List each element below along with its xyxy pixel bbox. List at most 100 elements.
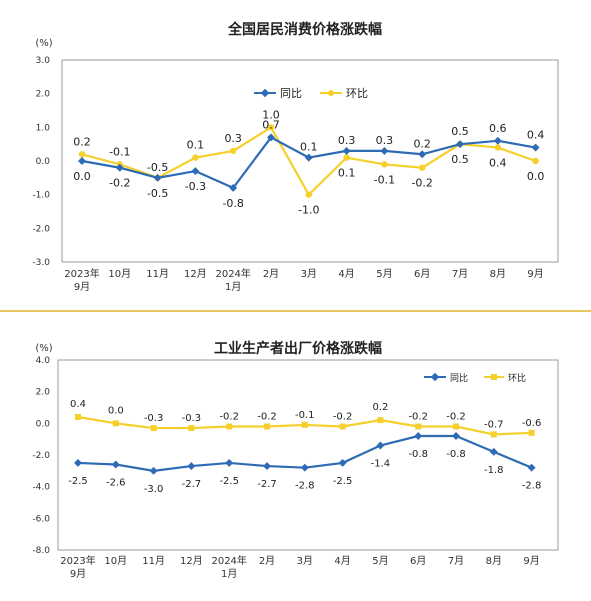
cpi-yoy-point — [531, 143, 540, 152]
ppi-yoy-data-label: -2.7 — [182, 479, 202, 490]
ppi-mom-point — [528, 429, 535, 436]
cpi-mom-data-label: 0.3 — [224, 132, 242, 145]
ppi-ytick-label: 4.0 — [36, 356, 51, 366]
ppi-yoy-data-label: -1.4 — [371, 459, 391, 470]
ppi-yoy-point — [376, 441, 385, 450]
cpi-mom-point — [78, 151, 86, 158]
cpi-ytick-label: 2.0 — [36, 90, 51, 100]
cpi-yoy-point — [493, 136, 502, 145]
cpi-xtick-label: 2月 — [263, 268, 279, 280]
ppi-yoy-data-label: -2.5 — [68, 476, 88, 487]
ppi-mom-data-label: -0.2 — [333, 412, 353, 423]
ppi-unit-label: (%) — [35, 343, 52, 354]
ppi-yoy-point — [187, 462, 196, 471]
cpi-yoy-data-label: 0.5 — [451, 125, 469, 138]
cpi-xtick-label: 9月 — [527, 268, 543, 280]
ppi-xtick-label: 9月 — [523, 555, 539, 567]
ppi-yoy-data-label: -2.5 — [333, 476, 353, 487]
cpi-yoy-data-label: 0.3 — [376, 134, 394, 147]
ppi-ytick-label: -8.0 — [32, 546, 50, 556]
ppi-xtick-label: 12月 — [180, 555, 203, 567]
cpi-ytick-label: -3.0 — [32, 258, 50, 268]
ppi-mom-data-label: -0.2 — [219, 412, 239, 423]
cpi-xtick-label: 5月 — [376, 268, 392, 280]
ppi-xtick-label: 2023年 9月 — [60, 554, 95, 580]
cpi-yoy-point — [342, 146, 351, 155]
cpi-mom-data-label: 0.4 — [489, 157, 507, 170]
cpi-mom-point — [494, 144, 501, 151]
ppi-xtick-label: 7月 — [448, 555, 464, 567]
ppi-mom-point — [453, 423, 459, 430]
cpi-mom-point — [230, 147, 237, 155]
cpi-yoy-point — [304, 153, 313, 162]
ppi-chart: 工业生产者出厂价格涨跌幅 (%) 同比 环比 4.0 2.0 0.0 -2.0 -4.0… — [32, 340, 559, 580]
cpi-mom-data-label: -1.0 — [298, 204, 319, 217]
cpi-mom-data-label: -0.1 — [109, 145, 130, 158]
cpi-yoy-point — [267, 133, 275, 142]
ppi-yoy-data-label: -2.5 — [219, 476, 239, 487]
cpi-xtick-label: 12月 — [184, 268, 207, 280]
ppi-mom-point — [75, 414, 81, 420]
ppi-mom-data-label: 0.4 — [70, 399, 86, 410]
ppi-mom-point — [226, 423, 233, 430]
ppi-mom-point — [264, 423, 270, 430]
cpi-yoy-point — [380, 146, 389, 155]
cpi-xtick-label: 8月 — [490, 268, 506, 280]
ppi-mom-data-label: -0.7 — [484, 419, 504, 430]
ppi-yoy-point — [527, 463, 536, 472]
cpi-legend-yoy-marker — [260, 88, 270, 98]
cpi-ytick-label: 3.0 — [36, 56, 51, 66]
ppi-legend-mom-label: 环比 — [508, 372, 526, 384]
ppi-yoy-data-label: -1.8 — [484, 465, 504, 476]
ppi-mom-data-label: 0.0 — [108, 405, 124, 416]
cpi-yoy-data-label: 0.3 — [338, 134, 356, 147]
ppi-mom-point — [150, 425, 157, 432]
ppi-xtick-label: 2月 — [259, 555, 275, 567]
cpi-yoy-data-label: 0.6 — [489, 122, 507, 135]
cpi-legend: 同比 环比 — [254, 87, 368, 100]
ppi-yoy-data-label: -3.0 — [144, 484, 164, 495]
cpi-yoy-data-label: -0.5 — [147, 187, 168, 200]
cpi-mom-data-label: -0.2 — [411, 177, 432, 190]
ppi-mom-point — [377, 417, 384, 424]
ppi-ytick-label: 2.0 — [36, 388, 51, 398]
cpi-xtick-label: 2024年 1月 — [215, 267, 250, 293]
ppi-yoy-data-label: -0.8 — [408, 449, 428, 460]
ppi-xtick-label: 5月 — [372, 555, 388, 567]
cpi-mom-data-label: 0.0 — [527, 170, 545, 183]
cpi-ytick-label: 0.0 — [36, 157, 51, 167]
ppi-mom-data-label: -0.2 — [257, 412, 277, 423]
ppi-xtick-label: 3月 — [297, 555, 313, 567]
cpi-mom-data-label: 0.1 — [338, 167, 356, 180]
cpi-legend-mom-label: 环比 — [346, 87, 368, 100]
ppi-mom-point — [490, 431, 497, 438]
cpi-mom-data-label: 0.2 — [73, 135, 91, 148]
ppi-yoy-point — [489, 447, 498, 456]
ppi-legend-yoy-label: 同比 — [450, 372, 468, 384]
cpi-legend-mom-marker — [328, 90, 334, 96]
cpi-ytick-label: -1.0 — [32, 191, 50, 201]
ppi-yoy-point — [300, 463, 309, 472]
ppi-mom-point — [112, 420, 119, 427]
ppi-yoy-data-label: -2.8 — [295, 481, 315, 492]
ppi-mom-point — [188, 425, 195, 432]
ppi-yoy-point — [263, 462, 271, 471]
ppi-yoy-point — [452, 432, 460, 440]
ppi-plot-border — [57, 359, 559, 551]
cpi-xtick-label: 6月 — [414, 268, 430, 280]
cpi-unit-label: (%) — [35, 38, 52, 49]
ppi-yoy-point — [225, 458, 234, 467]
ppi-legend-mom-marker — [491, 374, 497, 380]
cpi-xtick-label: 4月 — [338, 268, 354, 280]
cpi-yoy-data-label: 0.2 — [413, 137, 431, 150]
cpi-yoy-point — [456, 140, 464, 149]
ppi-mom-data-label: -0.2 — [446, 412, 466, 423]
cpi-chart: 全国居民消费价格涨跌幅 (%) 同比 环比 3.0 2.0 1.0 0.0 -1.0 -2… — [32, 21, 559, 293]
cpi-mom-point — [381, 161, 388, 168]
ppi-xtick-label: 2024年 1月 — [211, 554, 246, 580]
cpi-mom-point — [343, 154, 350, 161]
cpi-mom-data-label: 0.5 — [451, 153, 469, 166]
cpi-xtick-label: 2023年 9月 — [64, 267, 99, 293]
cpi-mom-point — [532, 157, 539, 165]
ppi-yoy-data-label: -2.8 — [522, 481, 542, 492]
